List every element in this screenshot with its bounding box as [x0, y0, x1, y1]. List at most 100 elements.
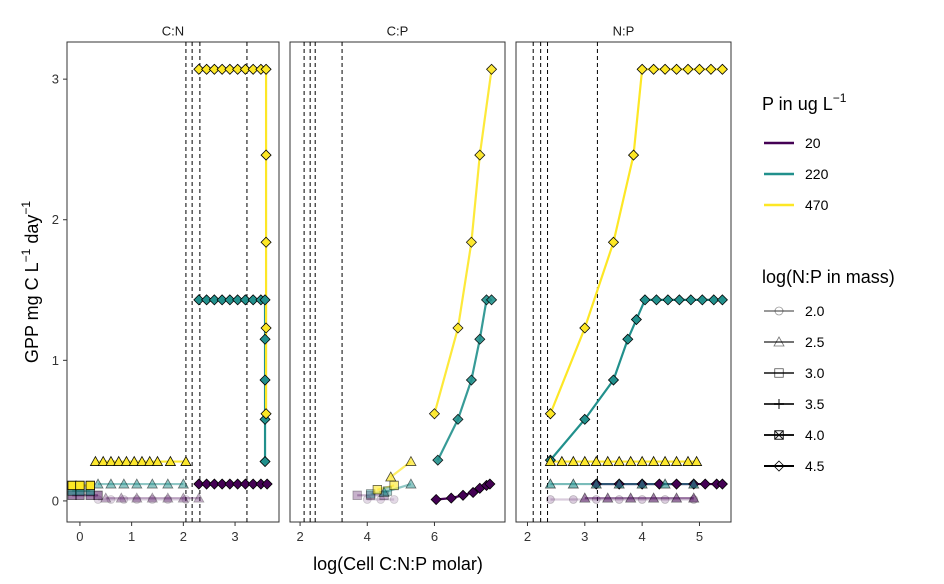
data-point — [119, 495, 129, 504]
data-point — [673, 294, 685, 306]
y-axis-title: GPP mg C L−1 day−1 — [19, 201, 42, 363]
data-point — [247, 478, 259, 490]
x-tick-label: 4 — [639, 529, 646, 544]
legend-shape-item: 2.0 — [764, 303, 825, 319]
data-point — [97, 455, 109, 466]
data-point — [430, 493, 442, 506]
data-point — [445, 492, 457, 504]
data-point — [405, 478, 417, 489]
legend-color-label: 470 — [805, 197, 829, 213]
data-point — [716, 63, 728, 75]
data-point — [239, 294, 251, 306]
legend-shape-key — [774, 399, 784, 409]
strip-label: C:N — [162, 23, 184, 38]
data-point — [144, 455, 156, 466]
data-point — [113, 455, 125, 466]
panel-c-p: C:P — [289, 23, 506, 523]
data-point — [579, 455, 591, 466]
data-point — [670, 478, 683, 490]
data-point — [568, 495, 578, 504]
data-point — [660, 495, 670, 504]
data-point — [659, 455, 671, 466]
legend-shape-item: 4.5 — [764, 458, 825, 474]
data-point — [224, 478, 236, 490]
data-point — [705, 63, 717, 75]
data-point — [163, 495, 173, 504]
data-point — [682, 63, 694, 75]
data-point — [67, 480, 77, 491]
data-point — [639, 294, 651, 306]
data-point — [636, 63, 648, 75]
data-point — [105, 478, 117, 489]
facet-panels: C:N C:P N:P — [66, 23, 732, 523]
data-point — [131, 478, 143, 489]
data-point — [118, 478, 130, 489]
x-tick-label: 2 — [524, 529, 531, 544]
data-point — [181, 495, 191, 504]
legend-shape-item: 4.0 — [764, 427, 825, 443]
data-point — [682, 455, 694, 466]
data-point — [670, 492, 683, 503]
data-point — [389, 480, 399, 491]
data-point — [696, 294, 708, 306]
data-point — [247, 294, 259, 306]
data-point — [208, 478, 220, 490]
x-tick-label: 2 — [180, 529, 187, 544]
data-point — [659, 63, 671, 75]
data-point — [216, 63, 228, 75]
data-point — [556, 455, 568, 466]
data-point — [485, 294, 498, 306]
data-point — [579, 322, 591, 334]
data-point — [428, 408, 441, 420]
data-point — [239, 478, 251, 490]
data-point — [688, 492, 700, 503]
data-point — [92, 478, 104, 489]
data-point — [146, 478, 158, 489]
data-point — [614, 495, 624, 504]
x-tick-label: 3 — [231, 529, 238, 544]
y-tick-label: 0 — [52, 493, 59, 508]
data-point — [624, 492, 637, 503]
data-point — [648, 63, 660, 75]
legend-shape-label: 2.0 — [805, 303, 825, 319]
data-point — [544, 408, 556, 420]
data-point — [484, 478, 496, 490]
data-point — [151, 455, 164, 466]
x-tick-label: 1 — [128, 529, 135, 544]
data-point — [85, 480, 95, 491]
data-point — [688, 478, 700, 489]
x-axis-title: log(Cell C:N:P molar) — [313, 554, 483, 574]
data-point — [670, 455, 683, 466]
data-point — [100, 492, 112, 503]
data-point — [630, 313, 642, 326]
data-point — [485, 63, 498, 75]
data-point — [232, 478, 244, 490]
data-point — [389, 495, 399, 504]
data-point — [260, 149, 272, 161]
data-point — [636, 455, 648, 466]
legend-shape-label: 3.0 — [805, 365, 825, 381]
data-point — [467, 486, 479, 499]
data-point — [162, 478, 174, 489]
data-point — [193, 294, 205, 306]
data-point — [260, 63, 272, 75]
x-tick-label: 5 — [696, 529, 703, 544]
x-tick-label: 6 — [431, 529, 438, 544]
data-point — [602, 455, 614, 466]
y-tick-label: 3 — [52, 72, 59, 87]
data-point — [115, 492, 127, 503]
data-point — [193, 492, 205, 503]
legend-color-item: 220 — [764, 166, 829, 182]
data-point — [546, 495, 555, 504]
legend-shape-key — [774, 368, 784, 378]
x-axes: 0 1 2 3 2 4 6 2 3 4 5 — [76, 522, 703, 544]
data-point — [579, 413, 591, 425]
data-point — [177, 478, 190, 489]
data-point — [716, 478, 728, 490]
legend: P in ug L−1 20 220 470 log(N:P in mass) 2.… — [762, 91, 895, 474]
data-point — [579, 492, 591, 503]
data-point — [607, 374, 620, 386]
x-tick-label: 3 — [581, 529, 588, 544]
legend-shape-item: 3.5 — [764, 396, 825, 412]
